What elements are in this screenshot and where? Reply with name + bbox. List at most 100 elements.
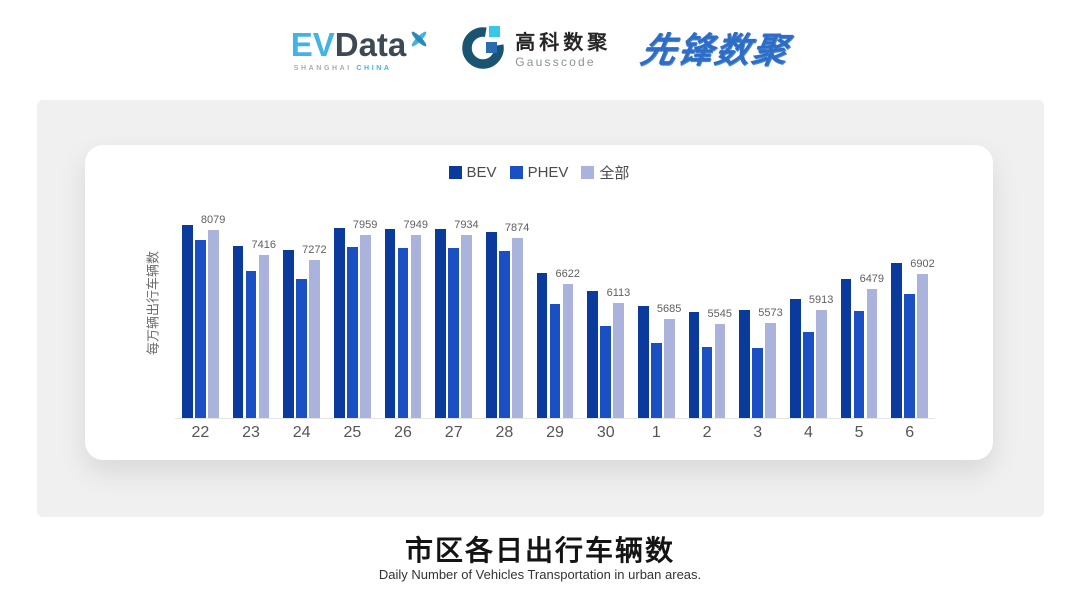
bar-group-22: 8079 [175,196,226,418]
evdata-sub-china: CHINA [356,65,392,72]
bar-value-label-3: 5573 [758,306,783,319]
x-tick-27: 27 [444,424,463,441]
bar-phev-23 [245,271,257,418]
bar-group-26: 7949 [378,196,429,418]
page-subtitle: Daily Number of Vehicles Transportation … [378,567,702,582]
bar-all-29 [562,284,574,418]
bar-value-label-30: 6113 [606,286,631,299]
bar-phev-2 [701,347,713,418]
bar-all-5 [866,289,878,418]
bar-bev-24 [283,250,294,418]
bar-bev-1 [638,305,649,418]
bar-all-4 [816,310,827,418]
bar-all-1 [664,318,675,418]
bar-bev-30 [587,291,598,418]
evdata-logo: EV Data SHANGHAI CHINA [291,28,431,72]
bar-bev-29 [536,273,548,418]
bar-bev-25 [334,227,345,418]
bar-phev-5 [853,311,865,418]
x-axis-ticks: 22 23 24 25 26 27 28 29 30 1 2 3 4 5 6 [175,424,935,442]
bar-value-label-5: 6479 [859,273,885,286]
x-tick-28: 28 [495,424,514,441]
evdata-subtext: SHANGHAI CHINA [294,65,431,72]
legend-item-bev[interactable]: BEV [448,164,497,181]
bar-phev-6 [904,294,915,418]
bar-phev-24 [296,278,307,418]
x-tick-3: 3 [753,424,763,441]
x-axis-line [175,418,935,419]
bar-value-label-4: 5913 [808,294,834,307]
plot-area: 8079 7416 7272 7959 7949 7934 7874 6622 6113 5685… [175,196,935,450]
bar-group-5: 6479 [834,196,885,418]
legend-swatch-all [581,166,595,179]
bar-value-label-1: 5685 [656,302,682,315]
bar-bev-6 [891,263,902,418]
bar-phev-30 [600,325,611,418]
x-tick-5: 5 [854,424,864,441]
bar-group-24: 7272 [276,196,327,418]
bar-group-4: 5913 [783,196,834,418]
bar-all-24 [309,259,320,418]
bar-group-27: 7934 [428,196,479,418]
gausscode-cn: 高科数聚 [515,31,612,54]
legend-label-bev: BEV [466,164,497,181]
bars-container: 8079 7416 7272 7959 7949 7934 7874 6622 6113 5685… [175,196,935,418]
bar-value-label-29: 6622 [555,268,581,280]
y-axis-label: 每万辆出行车辆数 [145,250,161,356]
bar-bev-27 [435,228,446,418]
bar-phev-28 [499,251,510,418]
bar-phev-3 [752,348,763,418]
logo-row: EV Data SHANGHAI CHINA 高科数聚 Gausscode [0,14,1080,86]
bar-bev-22 [182,224,193,418]
legend-label-phev: PHEV [527,164,569,181]
bar-group-3: 5573 [732,196,783,418]
bar-group-30: 6113 [580,196,631,418]
page-title: 市区各日出行车辆数 [404,535,675,566]
bar-phev-4 [803,332,814,418]
bar-value-label-28: 7874 [504,221,530,234]
bar-all-2 [714,323,726,418]
legend-item-all[interactable]: 全部 [581,162,629,183]
gausscode-en: Gausscode [515,54,596,69]
bar-phev-26 [397,247,409,418]
bar-group-29: 6622 [530,196,581,418]
bar-bev-26 [384,228,396,418]
evdata-wordmark: EV Data [291,28,431,61]
x-tick-23: 23 [242,424,260,441]
bar-group-2: 5545 [682,196,733,418]
bar-group-23: 7416 [226,196,277,418]
bar-value-label-6: 6902 [910,257,935,270]
bar-all-26 [410,234,422,418]
bar-all-28 [512,237,523,418]
bar-phev-27 [448,247,459,418]
propeller-x-icon [408,22,430,55]
x-tick-2: 2 [702,424,712,441]
legend-item-phev[interactable]: PHEV [509,164,569,181]
chart-legend: BEV PHEV 全部 [85,162,993,183]
x-tick-4: 4 [803,424,813,441]
chart-card: BEV PHEV 全部 每万辆出行车辆数 8079 7416 7272 7959 7949 7… [85,145,993,460]
bar-value-label-22: 8079 [200,214,226,227]
gausscode-logo: 高科数聚 Gausscode [460,25,611,76]
bar-bev-5 [840,278,852,418]
bar-bev-23 [232,245,244,418]
evdata-data-text: Data [334,26,407,63]
x-tick-24: 24 [292,424,311,441]
x-tick-22: 22 [191,424,210,441]
bar-all-6 [917,273,928,418]
bar-all-22 [208,230,219,418]
bar-phev-22 [195,240,206,418]
bar-bev-28 [486,231,497,418]
gausscode-text: 高科数聚 Gausscode [515,32,611,69]
bar-phev-25 [347,247,358,418]
legend-swatch-bev [448,166,462,179]
bar-all-23 [258,254,270,418]
bar-bev-3 [739,310,750,418]
x-tick-6: 6 [905,424,915,441]
bar-bev-2 [688,311,700,418]
bar-value-label-23: 7416 [251,238,276,251]
bar-value-label-25: 7959 [352,218,378,231]
x-tick-25: 25 [343,424,362,441]
bar-phev-1 [651,342,662,418]
bar-all-27 [461,235,472,418]
